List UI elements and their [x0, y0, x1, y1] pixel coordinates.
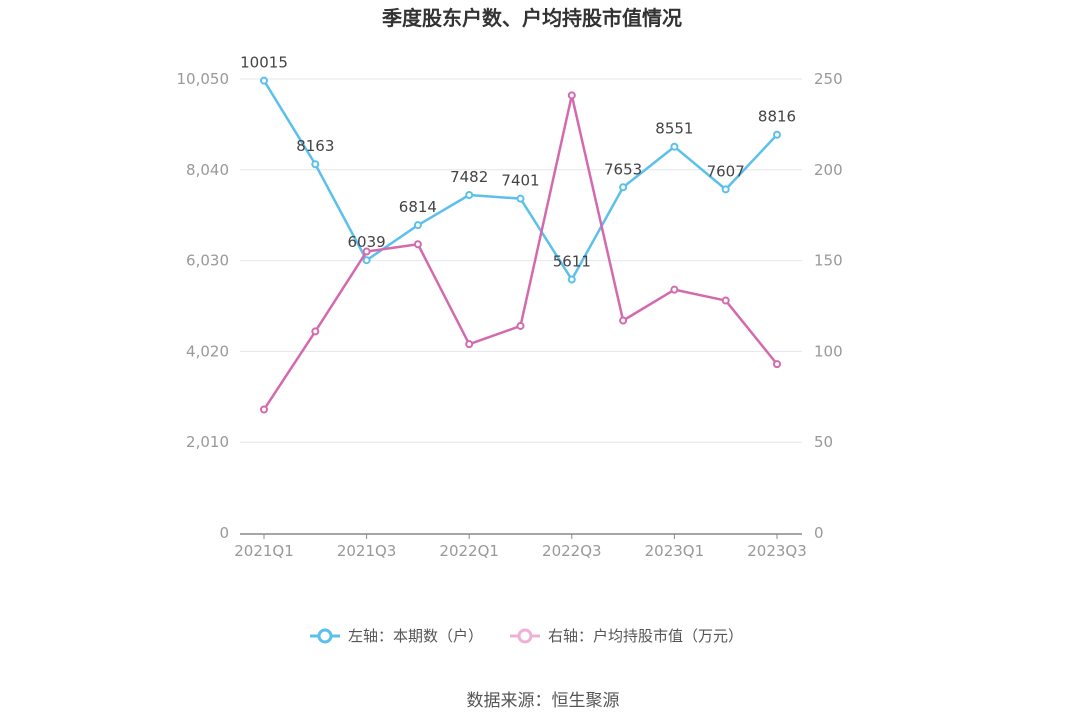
data-point-1[interactable] — [567, 91, 576, 100]
right-tick-label: 100 — [814, 342, 843, 360]
data-label: 7401 — [501, 172, 539, 190]
x-tick-label: 2022Q3 — [542, 542, 602, 560]
data-label: 10015 — [240, 54, 288, 72]
data-point-1[interactable] — [413, 240, 422, 249]
data-point-0[interactable] — [773, 130, 781, 139]
data-label: 5611 — [553, 253, 591, 271]
x-tick-label: 2023Q3 — [747, 542, 807, 560]
data-point-0[interactable] — [516, 194, 525, 203]
data-source: 数据来源：恒生聚源 — [467, 691, 620, 711]
data-label: 7653 — [604, 160, 642, 178]
series-line-1 — [262, 94, 778, 411]
data-point-1[interactable] — [619, 316, 628, 325]
data-point-0[interactable] — [465, 191, 474, 200]
left-tick-label: 8,040 — [186, 161, 229, 179]
data-point-0[interactable] — [721, 185, 730, 194]
right-tick-label: 200 — [814, 161, 843, 179]
data-point-0[interactable] — [362, 256, 371, 265]
left-axis-ticks: 0 2,010 4,020 6,030 8,040 10,050 — [177, 70, 230, 542]
data-point-0[interactable] — [670, 142, 679, 151]
x-tick-label: 2023Q1 — [645, 542, 705, 560]
legend[interactable]: 左轴：本期数（户） 右轴：户均持股市值（万元） — [310, 627, 743, 645]
legend-label-right: 右轴：户均持股市值（万元） — [548, 627, 743, 645]
data-label: 6814 — [399, 198, 437, 216]
data-point-0[interactable] — [311, 160, 320, 169]
x-tick-label: 2022Q1 — [439, 542, 499, 560]
legend-marker-right — [517, 628, 533, 644]
data-label: 7607 — [707, 162, 745, 180]
right-axis-ticks: 0 50 100 150 200 250 — [814, 70, 843, 542]
data-label: 8551 — [655, 120, 693, 138]
left-tick-label: 10,050 — [177, 70, 230, 88]
x-axis: 2021Q1 2021Q3 2022Q1 2022Q3 2023Q1 2023Q3 — [234, 533, 807, 560]
data-labels: 10015 8163 6039 6814 7482 7401 5611 7653 8551 760… — [240, 54, 796, 271]
left-tick-label: 4,020 — [186, 342, 229, 360]
data-point-1[interactable] — [362, 247, 371, 256]
legend-item-left-series[interactable]: 左轴：本期数（户） — [310, 627, 483, 645]
legend-marker-left — [317, 628, 333, 644]
left-tick-label: 0 — [219, 524, 229, 542]
left-tick-label: 2,010 — [186, 433, 229, 451]
grid-lines — [240, 78, 802, 443]
chart-title: 季度股东户数、户均持股市值情况 — [381, 6, 682, 30]
legend-item-right-series[interactable]: 右轴：户均持股市值（万元） — [510, 627, 743, 645]
data-point-1[interactable] — [773, 360, 781, 369]
right-tick-label: 0 — [814, 524, 824, 542]
data-point-1[interactable] — [516, 321, 525, 330]
data-label: 8816 — [758, 108, 796, 126]
data-label: 8163 — [296, 137, 334, 155]
series-group — [260, 76, 781, 414]
data-label: 7482 — [450, 168, 488, 186]
right-tick-label: 50 — [814, 433, 833, 451]
x-tick-label: 2021Q3 — [337, 542, 397, 560]
data-point-0[interactable] — [413, 221, 422, 230]
left-tick-label: 6,030 — [186, 252, 229, 270]
data-point-1[interactable] — [260, 405, 268, 414]
data-point-0[interactable] — [260, 76, 268, 85]
data-point-1[interactable] — [465, 340, 474, 349]
right-tick-label: 150 — [814, 252, 843, 270]
x-tick-label: 2021Q1 — [234, 542, 294, 560]
data-point-1[interactable] — [721, 296, 730, 305]
data-label: 6039 — [348, 233, 386, 251]
data-point-1[interactable] — [670, 285, 679, 294]
data-point-0[interactable] — [619, 183, 628, 192]
data-point-0[interactable] — [567, 275, 576, 284]
right-tick-label: 250 — [814, 70, 843, 88]
legend-label-left: 左轴：本期数（户） — [348, 627, 483, 645]
data-point-1[interactable] — [311, 327, 320, 336]
